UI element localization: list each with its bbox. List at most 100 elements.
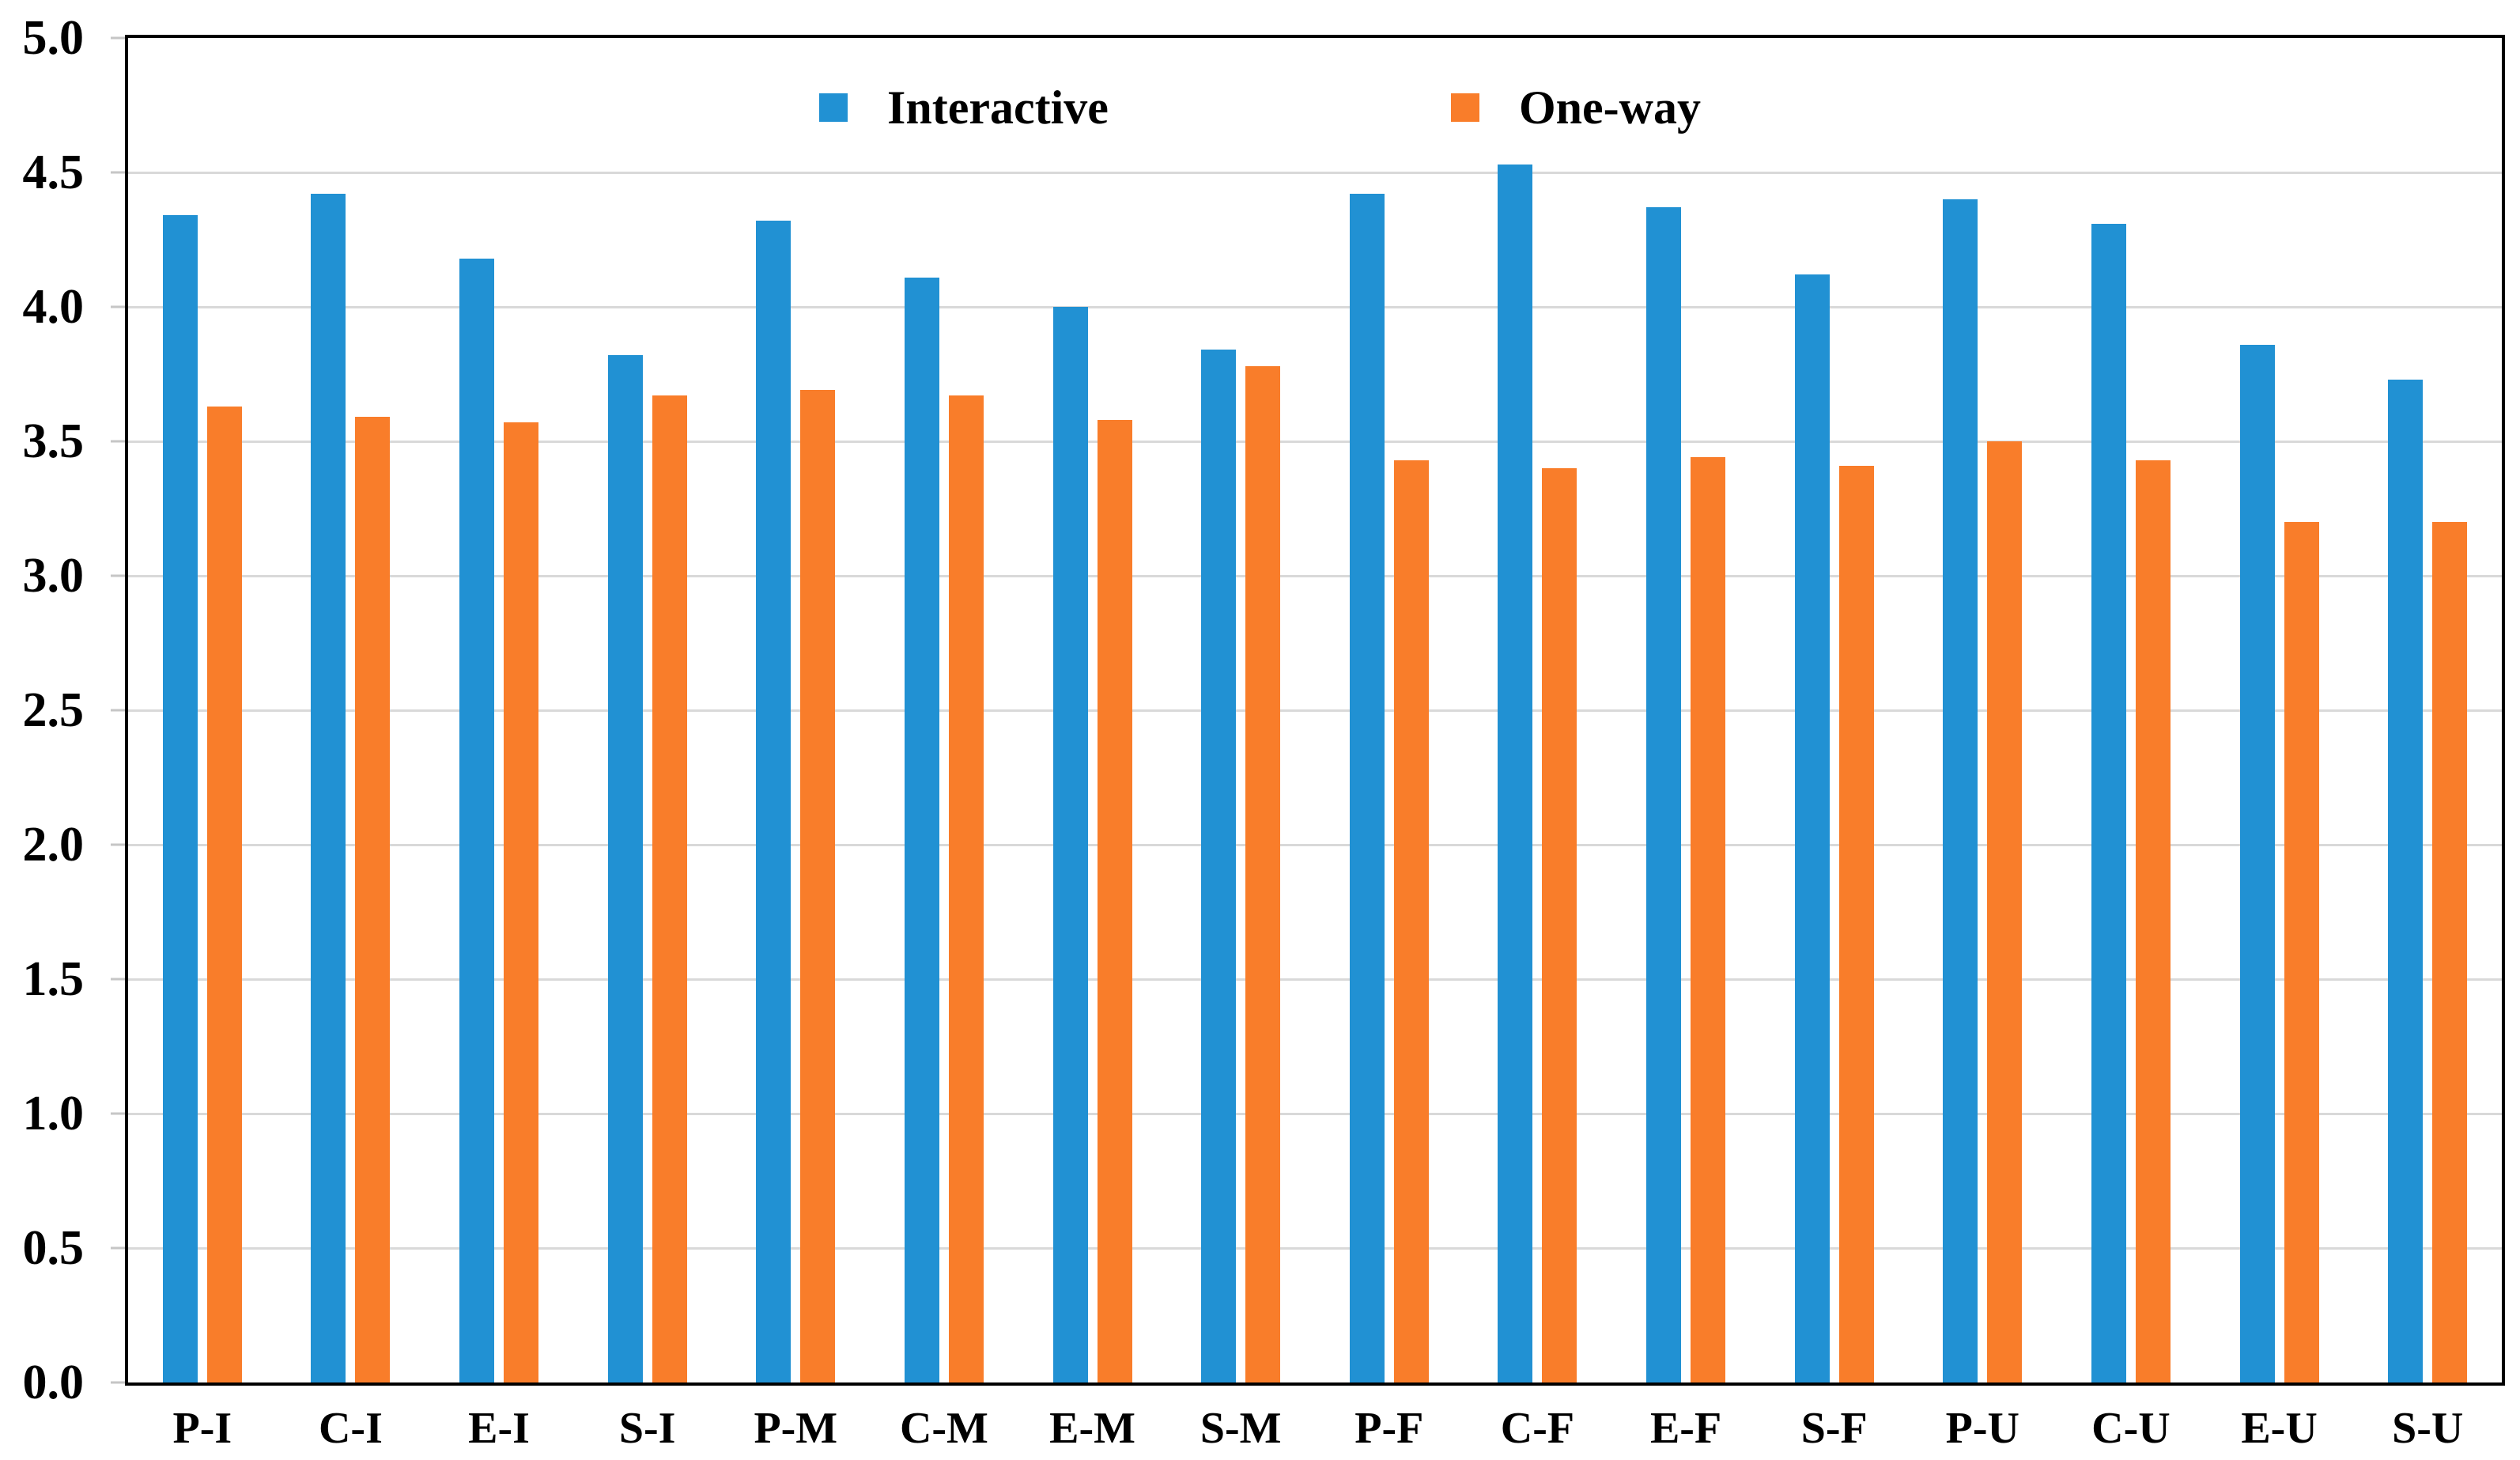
x-tick-label-S-M: S-M [1200,1404,1282,1453]
x-tick-label-S-F: S-F [1800,1404,1868,1453]
y-tick-0.5 [111,1246,125,1250]
y-tick-5.0 [111,36,125,40]
bar-C-M-one-way [948,395,984,1382]
bar-E-F-interactive [1646,207,1682,1382]
bars-container [128,38,2502,1382]
bar-group-P-I [128,38,277,1382]
gridline-0.5 [128,1247,2502,1250]
bar-E-U-one-way [2284,522,2319,1382]
bar-group-P-M [722,38,871,1382]
y-tick-3.0 [111,574,125,577]
x-tick-label-C-U: C-U [2091,1404,2171,1453]
y-tick-label-2.5: 2.5 [22,683,85,737]
x-tick-label-S-I: S-I [618,1404,676,1453]
x-tick-label-C-F: C-F [1500,1404,1575,1453]
y-tick-label-3.0: 3.0 [22,549,85,603]
gridline-4.0 [128,306,2502,308]
y-axis: 0.0 0.5 1.0 1.5 2.0 2.5 3.0 3.5 4.0 4.5 5.0 [0,13,125,1407]
legend-item-one-way: One-way [1451,84,1701,131]
y-tick-label-0.0: 0.0 [22,1356,85,1409]
x-tick-label-E-M: E-M [1049,1404,1135,1453]
y-tick-2.0 [111,843,125,846]
legend-swatch-interactive [819,93,848,122]
gridline-3.5 [128,441,2502,443]
gridline-3.0 [128,575,2502,577]
bar-group-E-F [1611,38,1760,1382]
y-tick-label-5.0: 5.0 [22,11,85,65]
bar-S-U-interactive [2388,379,2424,1382]
bar-E-U-interactive [2239,344,2275,1382]
x-axis: P-I C-I E-I S-I P-M C-M E-M S-M P-F C-F E-F S-F P-U C… [128,1406,2502,1451]
y-tick-1.5 [111,978,125,981]
x-tick-label-P-I: P-I [172,1404,232,1453]
bar-C-U-one-way [2135,460,2171,1382]
gridline-4.5 [128,172,2502,174]
bar-S-U-one-way [2432,522,2468,1382]
bar-S-M-interactive [1201,350,1237,1382]
y-tick-label-0.5: 0.5 [22,1221,85,1275]
bar-group-C-I [277,38,425,1382]
gridline-2.0 [128,844,2502,846]
bar-group-E-M [1018,38,1167,1382]
bar-group-C-M [870,38,1018,1382]
bar-S-M-one-way [1245,365,1281,1382]
y-tick-4.0 [111,305,125,308]
bar-group-E-I [425,38,573,1382]
bar-E-M-one-way [1097,419,1132,1382]
y-tick-label-1.0: 1.0 [22,1087,85,1140]
bar-S-F-one-way [1838,465,1874,1382]
bar-P-F-interactive [1349,194,1385,1382]
bar-E-I-interactive [459,258,495,1382]
x-tick-label-E-F: E-F [1649,1404,1722,1453]
bar-group-S-M [1166,38,1315,1382]
bar-group-P-U [1909,38,2057,1382]
x-tick-label-E-I: E-I [468,1404,530,1453]
bar-P-F-one-way [1393,460,1429,1382]
bar-C-F-interactive [1498,164,1533,1382]
gridline-1.5 [128,978,2502,981]
legend-label-interactive: Interactive [887,81,1109,134]
y-tick-4.5 [111,171,125,174]
y-tick-1.0 [111,1112,125,1115]
y-tick-label-1.5: 1.5 [22,952,85,1006]
gridline-1.0 [128,1113,2502,1115]
plot-area: Interactive One-way [125,35,2505,1386]
bar-S-F-interactive [1794,274,1830,1382]
x-tick-label-P-F: P-F [1354,1404,1424,1453]
bar-P-I-interactive [162,215,198,1382]
bar-group-S-I [573,38,722,1382]
bar-E-I-one-way [504,422,539,1382]
y-tick-0.0 [111,1381,125,1384]
bar-S-I-interactive [607,355,643,1382]
bar-group-S-F [1760,38,1909,1382]
x-tick-label-P-U: P-U [1945,1404,2019,1453]
bar-E-F-one-way [1691,457,1726,1382]
bar-C-I-one-way [355,417,391,1382]
y-tick-label-3.5: 3.5 [22,414,85,468]
gridline-2.5 [128,709,2502,712]
y-tick-3.5 [111,440,125,443]
bar-S-I-one-way [652,395,687,1382]
legend-label-one-way: One-way [1519,81,1701,134]
x-tick-label-E-U: E-U [2241,1404,2318,1453]
bar-group-P-F [1315,38,1464,1382]
y-tick-label-4.5: 4.5 [22,146,85,199]
bar-C-F-one-way [1542,468,1577,1382]
bar-group-C-U [2057,38,2205,1382]
legend-swatch-one-way [1451,93,1479,122]
bar-P-M-one-way [800,390,836,1382]
y-tick-label-4.0: 4.0 [22,280,85,334]
bar-C-U-interactive [2091,223,2126,1382]
bar-P-U-one-way [1987,441,2023,1382]
bar-P-U-interactive [1943,199,1978,1382]
y-tick-label-2.0: 2.0 [22,818,85,872]
bar-group-S-U [2353,38,2502,1382]
bar-P-M-interactive [756,221,792,1382]
x-tick-label-P-M: P-M [754,1404,838,1453]
legend-item-interactive: Interactive [819,84,1109,131]
bar-P-I-one-way [206,406,242,1382]
bar-E-M-interactive [1052,307,1088,1382]
x-tick-label-C-I: C-I [318,1404,383,1453]
x-tick-label-C-M: C-M [899,1404,988,1453]
